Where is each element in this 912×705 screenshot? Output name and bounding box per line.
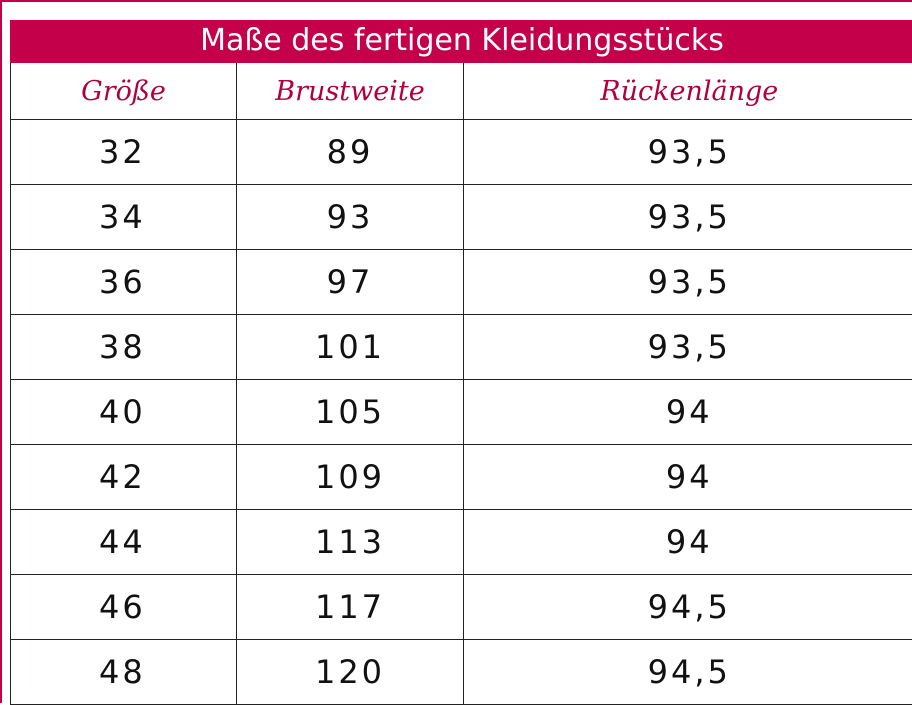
size-cell: 32 bbox=[11, 120, 237, 185]
table-title-text: Maße des fertigen Kleidungsstücks bbox=[200, 17, 724, 65]
column-header-groesse: Größe bbox=[11, 63, 237, 120]
size-cell: 48 bbox=[11, 640, 237, 705]
size-table: Größe Brustweite Rückenlänge 32 89 93,5 … bbox=[10, 63, 912, 705]
table-row: 42 109 94 bbox=[11, 445, 912, 510]
back-length-cell: 93,5 bbox=[464, 120, 912, 185]
column-header-rueckenlaenge: Rückenlänge bbox=[464, 63, 912, 120]
chest-width-cell: 109 bbox=[237, 445, 464, 510]
size-cell: 46 bbox=[11, 575, 237, 640]
table-row: 38 101 93,5 bbox=[11, 315, 912, 380]
size-cell: 42 bbox=[11, 445, 237, 510]
table-title: Maße des fertigen Kleidungsstücks bbox=[10, 20, 912, 63]
back-length-cell: 93,5 bbox=[464, 250, 912, 315]
chest-width-cell: 93 bbox=[237, 185, 464, 250]
table-row: 40 105 94 bbox=[11, 380, 912, 445]
size-cell: 44 bbox=[11, 510, 237, 575]
table-row: 48 120 94,5 bbox=[11, 640, 912, 705]
table-row: 34 93 93,5 bbox=[11, 185, 912, 250]
back-length-cell: 94,5 bbox=[464, 575, 912, 640]
back-length-cell: 93,5 bbox=[464, 315, 912, 380]
back-length-cell: 94 bbox=[464, 510, 912, 575]
table-row: 44 113 94 bbox=[11, 510, 912, 575]
chest-width-cell: 120 bbox=[237, 640, 464, 705]
back-length-cell: 94,5 bbox=[464, 640, 912, 705]
size-cell: 34 bbox=[11, 185, 237, 250]
table-row: 46 117 94,5 bbox=[11, 575, 912, 640]
back-length-cell: 93,5 bbox=[464, 185, 912, 250]
chest-width-cell: 101 bbox=[237, 315, 464, 380]
header-row: Größe Brustweite Rückenlänge bbox=[11, 63, 912, 120]
table-row: 32 89 93,5 bbox=[11, 120, 912, 185]
column-header-brustweite: Brustweite bbox=[237, 63, 464, 120]
chest-width-cell: 105 bbox=[237, 380, 464, 445]
size-cell: 38 bbox=[11, 315, 237, 380]
size-cell: 36 bbox=[11, 250, 237, 315]
chest-width-cell: 97 bbox=[237, 250, 464, 315]
back-length-cell: 94 bbox=[464, 445, 912, 510]
chest-width-cell: 89 bbox=[237, 120, 464, 185]
back-length-cell: 94 bbox=[464, 380, 912, 445]
chest-width-cell: 113 bbox=[237, 510, 464, 575]
chest-width-cell: 117 bbox=[237, 575, 464, 640]
size-cell: 40 bbox=[11, 380, 237, 445]
table-row: 36 97 93,5 bbox=[11, 250, 912, 315]
